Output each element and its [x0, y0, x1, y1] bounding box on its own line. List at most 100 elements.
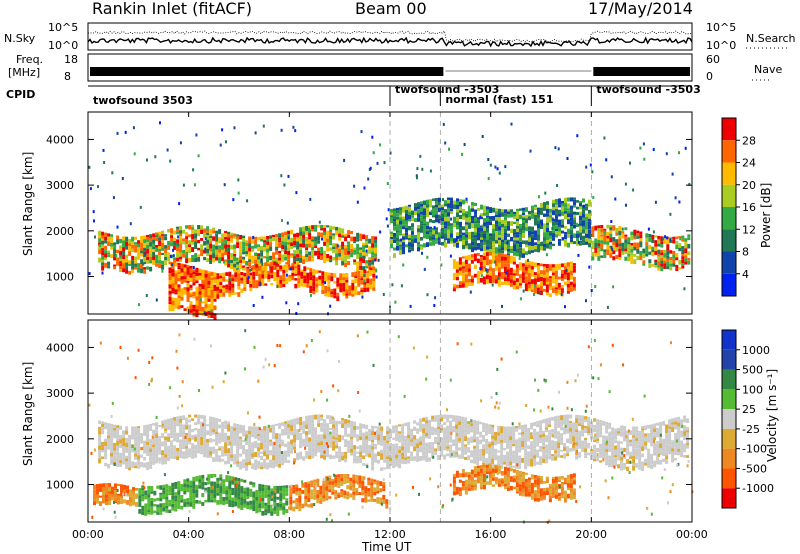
- range-gate-cell: [431, 419, 435, 422]
- range-gate-cell: [140, 454, 144, 458]
- range-gate-cell: [204, 281, 208, 286]
- range-gate-cell: [470, 278, 474, 283]
- range-gate-cell: [494, 458, 498, 461]
- range-gate-cell: [213, 294, 217, 299]
- range-gate-cell: [455, 276, 459, 281]
- range-gate-cell: [344, 251, 348, 256]
- speckle-cell: [533, 293, 535, 296]
- y-tick-label: 4000: [46, 133, 74, 146]
- range-gate-cell: [174, 262, 178, 267]
- range-gate-cell: [561, 230, 564, 234]
- range-gate-cell: [587, 428, 591, 434]
- range-gate-cell: [215, 233, 219, 237]
- range-gate-cell: [515, 451, 519, 455]
- range-gate-cell: [161, 435, 165, 438]
- range-gate-cell: [407, 434, 411, 439]
- range-gate-cell: [299, 258, 303, 263]
- range-gate-cell: [242, 445, 246, 449]
- range-gate-cell: [651, 249, 655, 252]
- range-gate-cell: [633, 234, 637, 237]
- range-gate-cell: [122, 430, 126, 436]
- range-gate-cell: [180, 292, 184, 297]
- range-gate-cell: [638, 457, 642, 461]
- range-gate-cell: [186, 287, 190, 292]
- range-gate-cell: [603, 234, 607, 239]
- range-gate-cell: [513, 234, 516, 238]
- range-gate-cell: [137, 428, 141, 431]
- range-gate-cell: [251, 245, 255, 249]
- range-gate-cell: [675, 241, 679, 245]
- range-gate-cell: [383, 454, 387, 460]
- range-gate-cell: [576, 241, 579, 246]
- range-gate-cell: [182, 430, 186, 436]
- range-gate-cell: [519, 250, 522, 254]
- range-gate-cell: [554, 289, 558, 294]
- range-gate-cell: [567, 208, 570, 211]
- range-gate-cell: [530, 427, 534, 430]
- range-gate-cell: [222, 292, 226, 297]
- range-gate-cell: [356, 458, 360, 464]
- range-gate-cell: [128, 467, 132, 471]
- range-gate-cell: [554, 287, 558, 290]
- range-gate-cell: [174, 503, 178, 509]
- range-gate-cell: [341, 420, 345, 424]
- range-gate-cell: [314, 227, 318, 232]
- y-tick-label: 3000: [46, 179, 74, 192]
- range-gate-cell: [291, 272, 295, 277]
- range-gate-cell: [341, 261, 345, 266]
- range-gate-cell: [152, 449, 156, 453]
- range-gate-cell: [368, 438, 372, 442]
- speckle-cell: [679, 237, 682, 241]
- range-gate-cell: [495, 217, 498, 221]
- range-gate-cell: [570, 213, 573, 218]
- range-gate-cell: [495, 250, 498, 254]
- range-gate-cell: [585, 213, 588, 217]
- range-gate-cell: [155, 247, 159, 252]
- range-gate-cell: [569, 440, 573, 444]
- range-gate-cell: [371, 442, 375, 447]
- range-gate-cell: [488, 427, 492, 431]
- range-gate-cell: [362, 242, 366, 246]
- range-gate-cell: [308, 422, 312, 427]
- range-gate-cell: [537, 209, 540, 215]
- speckle-cell: [639, 146, 642, 150]
- range-gate-cell: [303, 278, 307, 283]
- range-gate-cell: [680, 447, 684, 453]
- range-gate-cell: [128, 464, 132, 468]
- range-gate-cell: [221, 428, 225, 434]
- range-gate-cell: [347, 244, 351, 248]
- range-gate-cell: [429, 232, 432, 237]
- range-gate-cell: [107, 254, 111, 258]
- range-gate-cell: [491, 449, 495, 454]
- range-gate-cell: [242, 256, 246, 260]
- range-gate-cell: [485, 450, 489, 454]
- range-gate-cell: [104, 232, 108, 237]
- range-gate-cell: [179, 233, 183, 237]
- speckle-cell: [363, 255, 366, 259]
- range-gate-cell: [524, 274, 528, 277]
- range-gate-cell: [522, 215, 525, 218]
- range-gate-cell: [98, 249, 102, 255]
- range-gate-cell: [536, 461, 540, 465]
- range-gate-cell: [351, 279, 355, 283]
- range-gate-cell: [204, 297, 208, 302]
- range-gate-cell: [599, 434, 603, 438]
- range-gate-cell: [284, 231, 288, 236]
- range-gate-cell: [425, 454, 429, 458]
- range-gate-cell: [588, 218, 591, 222]
- range-gate-cell: [230, 442, 234, 447]
- range-gate-cell: [290, 439, 294, 445]
- range-gate-cell: [519, 247, 522, 251]
- range-gate-cell: [179, 419, 183, 423]
- range-gate-cell: [626, 443, 630, 448]
- range-gate-cell: [125, 442, 129, 448]
- range-gate-cell: [216, 281, 220, 284]
- range-gate-cell: [245, 434, 249, 439]
- range-gate-cell: [324, 288, 328, 293]
- range-gate-cell: [516, 250, 519, 253]
- range-gate-cell: [497, 435, 501, 438]
- range-gate-cell: [509, 452, 513, 457]
- range-gate-cell: [540, 207, 543, 211]
- speckle-cell: [610, 175, 613, 179]
- range-gate-cell: [255, 284, 259, 289]
